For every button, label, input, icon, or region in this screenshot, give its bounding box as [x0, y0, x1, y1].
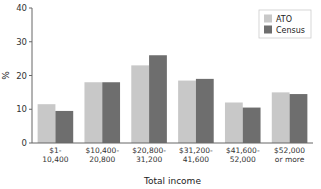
- x-tick-label-line: 52,000: [230, 155, 256, 164]
- bar: [243, 108, 261, 143]
- x-tick-label-line: 41,600: [183, 155, 209, 164]
- bar: [149, 55, 167, 143]
- x-tick-label: $31,200-41,600: [179, 146, 213, 164]
- x-tick-label-line: $52,000: [274, 146, 305, 155]
- bar: [55, 111, 73, 143]
- bar: [102, 82, 120, 143]
- x-axis-label: Total income: [143, 176, 201, 186]
- bar: [272, 92, 290, 143]
- bar: [131, 65, 149, 143]
- legend-box: [259, 10, 311, 38]
- bar: [196, 79, 214, 143]
- legend-swatch: [264, 15, 272, 23]
- y-tick-label: 0: [22, 138, 27, 148]
- legend-label: ATO: [276, 15, 292, 24]
- bar: [178, 81, 196, 143]
- x-tick-label-line: $31,200-: [179, 146, 213, 155]
- x-tick-label-line: or more: [275, 155, 305, 164]
- chart-container: 0 10 20 30 40 $1-10,400 $10,400-20,800 $20,800-…: [0, 0, 321, 189]
- x-tick-label-line: $10,400-: [85, 146, 119, 155]
- x-axis: [32, 143, 313, 144]
- bar: [290, 94, 308, 143]
- y-axis-label: %: [1, 71, 11, 80]
- x-tick-label: $20,800-31,200: [132, 146, 166, 164]
- y-tick-label: 40: [16, 3, 27, 13]
- x-tick-label-line: 31,200: [136, 155, 162, 164]
- bar: [84, 82, 102, 143]
- x-tick-label: $10,400-20,800: [85, 146, 119, 164]
- x-tick-label: $52,000or more: [274, 146, 305, 164]
- x-tick-label-line: $41,600-: [226, 146, 260, 155]
- x-tick-label: $41,600-52,000: [226, 146, 260, 164]
- x-tick-label-line: 10,400: [42, 155, 68, 164]
- legend-swatch: [264, 26, 272, 34]
- y-tick-label: 10: [16, 104, 27, 114]
- x-tick-label-line: 20,800: [89, 155, 115, 164]
- y-axis: [32, 8, 33, 143]
- x-tick-label: $1-10,400: [42, 146, 68, 164]
- x-tick-label-line: $1-: [49, 146, 62, 155]
- bar: [38, 104, 56, 143]
- legend: ATO Census: [259, 10, 311, 38]
- legend-label: Census: [276, 26, 305, 35]
- y-tick-label: 30: [16, 37, 27, 47]
- bars: [38, 55, 308, 143]
- chart: 0 10 20 30 40 $1-10,400 $10,400-20,800 $20,800-…: [0, 0, 321, 189]
- bar: [225, 103, 243, 144]
- y-tick-label: 20: [16, 71, 27, 81]
- x-tick-label-line: $20,800-: [132, 146, 166, 155]
